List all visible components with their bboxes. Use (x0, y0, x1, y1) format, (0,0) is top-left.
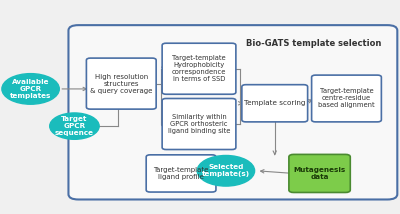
FancyBboxPatch shape (312, 75, 381, 122)
Text: Selected
template(s): Selected template(s) (202, 164, 250, 177)
Text: Similarity within
GPCR orthosteric
ligand binding site: Similarity within GPCR orthosteric ligan… (168, 114, 230, 134)
FancyBboxPatch shape (289, 155, 350, 192)
Text: High resolution
structures
& query coverage: High resolution structures & query cover… (90, 74, 152, 94)
Text: Mutagenesis
data: Mutagenesis data (294, 167, 346, 180)
Text: Target-template
centre-residue
based alignment: Target-template centre-residue based ali… (318, 89, 375, 108)
Circle shape (2, 74, 59, 104)
FancyBboxPatch shape (86, 58, 156, 109)
Text: Target-template
ligand profile: Target-template ligand profile (153, 167, 209, 180)
Text: Available
GPCR
templates: Available GPCR templates (10, 79, 51, 99)
Circle shape (50, 113, 99, 139)
Text: Template scoring: Template scoring (244, 100, 306, 106)
FancyBboxPatch shape (162, 98, 236, 150)
Text: Bio-GATS template selection: Bio-GATS template selection (246, 39, 381, 48)
Text: Target-template
Hydrophobicity
correspondence
in terms of SSD: Target-template Hydrophobicity correspon… (172, 55, 226, 82)
FancyBboxPatch shape (242, 85, 308, 122)
Circle shape (197, 156, 255, 186)
Text: Target
GPCR
sequence: Target GPCR sequence (55, 116, 94, 136)
FancyBboxPatch shape (146, 155, 216, 192)
FancyBboxPatch shape (68, 25, 397, 199)
FancyBboxPatch shape (162, 43, 236, 94)
